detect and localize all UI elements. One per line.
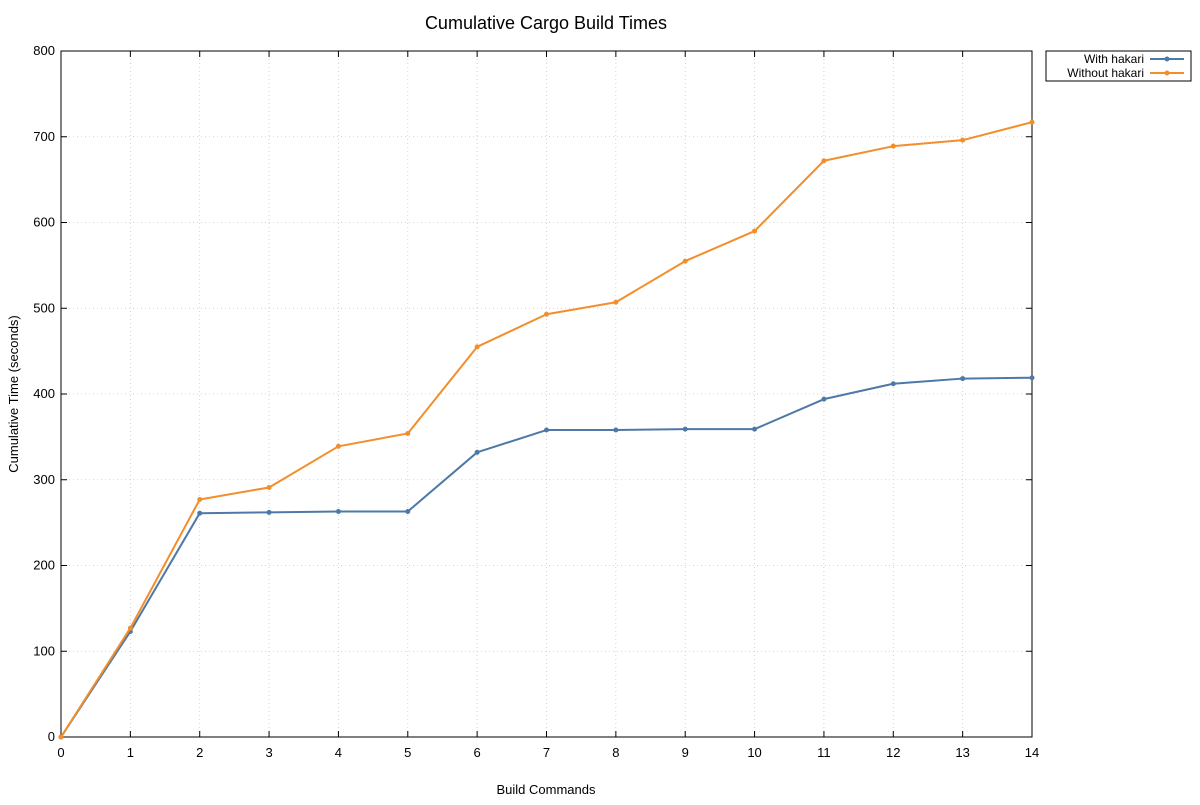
- series-with-hakari: [58, 375, 1035, 740]
- data-point-without-hakari: [821, 158, 827, 164]
- x-tick-label: 8: [612, 745, 619, 760]
- y-tick-label: 200: [33, 558, 55, 573]
- x-tick-label: 1: [127, 745, 134, 760]
- data-point-without-hakari: [544, 311, 549, 317]
- axis-labels: Cumulative Cargo Build Times Build Comma…: [6, 13, 667, 797]
- data-point-with-hakari: [405, 508, 411, 514]
- axes: 0 1 2 3 4 5 6 7 8 9 10 11 12 13 1401002003004005006007…: [33, 43, 1039, 760]
- data-point-without-hakari: [58, 734, 64, 740]
- x-tick-label: 14: [1025, 745, 1039, 760]
- y-tick-label: 100: [33, 643, 55, 658]
- data-point-without-hakari: [474, 344, 480, 350]
- x-tick-label: 6: [474, 745, 481, 760]
- x-tick-label: 3: [265, 745, 272, 760]
- data-point-with-hakari: [474, 449, 480, 455]
- data-point-without-hakari: [266, 484, 272, 490]
- y-tick-label: 700: [33, 129, 55, 144]
- data-point-without-hakari: [890, 143, 896, 149]
- data-point-without-hakari: [405, 430, 411, 436]
- data-point-with-hakari: [613, 427, 619, 433]
- x-tick-label: 2: [196, 745, 203, 760]
- legend-label-with-hakari: With hakari: [1084, 52, 1144, 66]
- data-point-with-hakari: [890, 381, 896, 387]
- data-point-with-hakari: [821, 396, 827, 402]
- y-tick-label: 300: [33, 472, 55, 487]
- y-axis-label: Cumulative Time (seconds): [6, 315, 21, 473]
- data-point-without-hakari: [960, 137, 966, 143]
- x-tick-label: 9: [682, 745, 689, 760]
- grid-lines: [61, 51, 1032, 737]
- data-point-without-hakari: [197, 496, 203, 502]
- y-tick-label: 600: [33, 215, 55, 230]
- x-tick-label: 10: [747, 745, 761, 760]
- chart-title: Cumulative Cargo Build Times: [425, 13, 667, 33]
- x-tick-label: 4: [335, 745, 342, 760]
- data-point-with-hakari: [752, 426, 758, 432]
- data-point-with-hakari: [960, 376, 966, 382]
- data-point-without-hakari: [613, 299, 619, 305]
- data-point-without-hakari: [682, 258, 688, 264]
- x-tick-label: 13: [955, 745, 969, 760]
- x-tick-label: 7: [543, 745, 550, 760]
- legend-marker-with-hakari: [1164, 56, 1170, 62]
- legend-label-without-hakari: Without hakari: [1067, 66, 1144, 80]
- data-point-without-hakari: [752, 228, 758, 234]
- legend-box: [1045, 50, 1192, 82]
- y-tick-label: 0: [48, 729, 55, 744]
- data-point-with-hakari: [1029, 375, 1035, 381]
- x-tick-label: 0: [57, 745, 64, 760]
- data-point-with-hakari: [266, 509, 272, 515]
- data-point-without-hakari: [1029, 119, 1035, 125]
- series-lines: [58, 119, 1035, 740]
- data-point-with-hakari: [544, 427, 549, 433]
- y-tick-label: 400: [33, 386, 55, 401]
- data-point-with-hakari: [197, 510, 203, 516]
- x-axis-label: Build Commands: [497, 782, 596, 797]
- y-tick-label: 800: [33, 43, 55, 58]
- series-without-hakari: [58, 119, 1035, 740]
- data-point-without-hakari: [127, 625, 133, 631]
- y-tick-label: 500: [33, 300, 55, 315]
- x-tick-label: 11: [817, 745, 831, 760]
- plot-frame: [60, 50, 1033, 738]
- data-point-without-hakari: [335, 443, 341, 449]
- data-point-with-hakari: [682, 426, 688, 432]
- x-tick-label: 5: [404, 745, 411, 760]
- legend-marker-without-hakari: [1164, 70, 1170, 76]
- data-point-with-hakari: [335, 508, 341, 514]
- x-tick-label: 12: [886, 745, 900, 760]
